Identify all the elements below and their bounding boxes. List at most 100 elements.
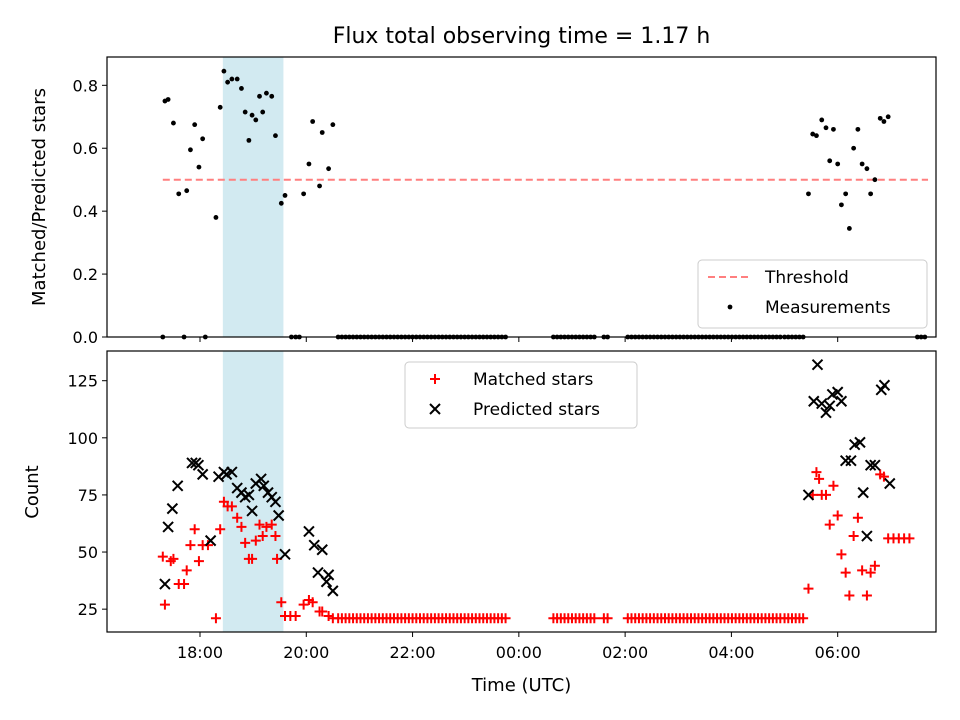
measurement-point bbox=[839, 202, 844, 208]
legend-predicted-swatch bbox=[429, 403, 441, 415]
legend-matched-label: Matched stars bbox=[473, 370, 593, 390]
measurement-point bbox=[319, 130, 325, 135]
bottom-series-0 bbox=[157, 467, 915, 624]
matched-point bbox=[193, 556, 204, 567]
bottom-y-tick-label: 125 bbox=[67, 372, 98, 391]
matched-point bbox=[861, 590, 872, 601]
matched-point bbox=[226, 501, 237, 512]
predicted-point bbox=[255, 473, 267, 485]
measurement-point bbox=[225, 79, 231, 85]
measurement-point bbox=[326, 166, 331, 172]
measurement-point bbox=[831, 126, 836, 132]
matched-point bbox=[878, 471, 889, 482]
measurement-point bbox=[200, 136, 206, 142]
matched-point bbox=[317, 606, 328, 617]
x-tick-label: 02:00 bbox=[602, 643, 648, 662]
predicted-point bbox=[320, 576, 333, 588]
matched-point bbox=[290, 611, 301, 622]
bottom-series-1 bbox=[159, 358, 896, 597]
chart-title: Flux total observing time = 1.17 h bbox=[333, 24, 711, 49]
matched-point bbox=[270, 531, 281, 542]
measurement-point bbox=[165, 97, 171, 102]
predicted-point bbox=[279, 548, 291, 561]
matched-point bbox=[185, 540, 196, 551]
predicted-point bbox=[243, 489, 255, 501]
legend-measurements-swatch bbox=[727, 304, 733, 310]
matched-point bbox=[857, 565, 868, 576]
predicted-point bbox=[162, 521, 174, 533]
predicted-point bbox=[857, 486, 869, 499]
matched-point bbox=[181, 565, 192, 576]
top-y-tick-label: 0.2 bbox=[73, 265, 98, 284]
measurement-point bbox=[868, 191, 874, 197]
predicted-point bbox=[884, 477, 896, 490]
matched-point bbox=[904, 533, 915, 544]
measurement-point bbox=[835, 161, 841, 167]
matched-point bbox=[589, 613, 600, 624]
matched-point bbox=[257, 531, 268, 542]
top-panel-frame bbox=[106, 56, 937, 338]
predicted-point bbox=[861, 530, 873, 542]
predicted-point bbox=[269, 496, 282, 508]
predicted-point bbox=[204, 534, 217, 547]
measurement-point bbox=[269, 93, 275, 99]
matched-point bbox=[602, 613, 613, 624]
legend-predicted-label: Predicted stars bbox=[473, 400, 600, 420]
matched-point bbox=[202, 540, 213, 551]
top-y-axis-label: Matched/Predicted stars bbox=[29, 88, 50, 306]
predicted-point bbox=[854, 436, 866, 449]
matched-point bbox=[500, 613, 511, 624]
measurement-point bbox=[234, 76, 240, 82]
predicted-point bbox=[820, 406, 832, 419]
predicted-point bbox=[192, 459, 205, 471]
measurement-point bbox=[196, 164, 202, 170]
predicted-point bbox=[831, 386, 844, 398]
measurement-point bbox=[264, 90, 269, 96]
matched-point bbox=[852, 512, 863, 523]
measurement-point bbox=[221, 68, 227, 74]
measurement-point bbox=[278, 200, 284, 206]
matched-point bbox=[247, 553, 258, 564]
legend-matched-swatch bbox=[430, 374, 440, 384]
top-plot-content bbox=[160, 57, 929, 340]
predicted-point bbox=[258, 480, 270, 492]
predicted-point bbox=[166, 502, 179, 515]
x-tick-label: 06:00 bbox=[815, 643, 861, 662]
predicted-point bbox=[864, 459, 877, 471]
matched-point bbox=[159, 599, 170, 610]
predicted-point bbox=[878, 379, 891, 391]
measurement-point bbox=[188, 147, 193, 153]
matched-point bbox=[798, 613, 809, 624]
matched-point bbox=[189, 524, 200, 535]
matched-point bbox=[869, 560, 880, 571]
measurement-point bbox=[877, 115, 883, 121]
matched-point bbox=[232, 512, 243, 523]
measurement-point bbox=[881, 119, 887, 124]
measurement-point bbox=[282, 193, 288, 198]
matched-point bbox=[840, 567, 851, 578]
x-tick-label: 04:00 bbox=[708, 643, 754, 662]
matched-point bbox=[814, 473, 825, 484]
measurement-point bbox=[885, 114, 891, 120]
predicted-point bbox=[802, 489, 815, 501]
measurement-point bbox=[859, 161, 865, 167]
predicted-point bbox=[835, 395, 848, 407]
measurement-point bbox=[855, 126, 861, 132]
x-tick-label: 18:00 bbox=[177, 643, 223, 662]
measurement-point bbox=[176, 191, 182, 197]
measurement-point bbox=[249, 112, 255, 118]
predicted-point bbox=[303, 525, 315, 538]
top-legend: Threshold Measurements bbox=[697, 259, 928, 329]
measurement-point bbox=[864, 166, 870, 172]
predicted-point bbox=[327, 585, 339, 597]
bottom-panel: 18:00 20:00 22:00 00:00 02:00 04:00 06:00 25 50 7… bbox=[22, 350, 937, 662]
predicted-point bbox=[186, 457, 198, 469]
measurement-point bbox=[310, 119, 316, 124]
bottom-axis-ticks: 18:00 20:00 22:00 00:00 02:00 04:00 06:00 25 50 7… bbox=[67, 372, 860, 662]
measurement-point bbox=[317, 183, 322, 189]
measurement-point bbox=[330, 122, 336, 128]
bottom-y-tick-label: 100 bbox=[67, 429, 98, 448]
predicted-point bbox=[816, 397, 828, 410]
measurement-point bbox=[827, 158, 833, 164]
